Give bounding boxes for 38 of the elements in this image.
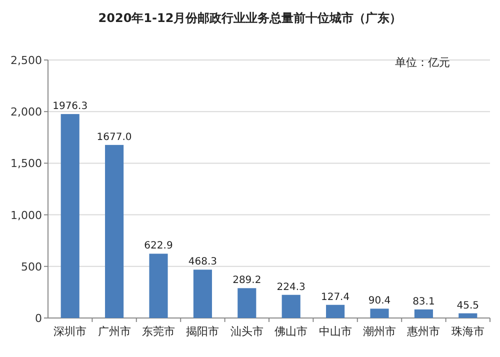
bar xyxy=(458,313,478,318)
chart-title: 2020年1-12月份邮政行业业务总量前十位城市（广东） xyxy=(98,11,402,25)
data-label: 1976.3 xyxy=(52,101,88,112)
bar xyxy=(238,288,256,318)
bar xyxy=(370,308,389,318)
x-tick-label: 汕头市 xyxy=(230,325,264,338)
data-label: 224.3 xyxy=(276,282,306,293)
y-tick-label: 0 xyxy=(35,312,42,325)
data-label: 90.4 xyxy=(368,296,391,307)
data-label: 468.3 xyxy=(188,256,218,268)
annotation: 单位：亿元 xyxy=(395,56,450,69)
y-tick-label: 1,000 xyxy=(10,208,42,222)
y-tick-label: 2,500 xyxy=(10,54,42,67)
x-tick-label: 惠州市 xyxy=(406,325,440,338)
data-label: 45.5 xyxy=(456,300,480,312)
bar xyxy=(60,114,80,318)
bar xyxy=(282,294,300,318)
data-label: 1677.0 xyxy=(96,132,132,143)
y-tick-label: 2,000 xyxy=(10,106,42,119)
data-label: 622.9 xyxy=(144,240,173,252)
y-tick-label: 500 xyxy=(21,260,42,274)
data-label: 127.4 xyxy=(320,292,350,303)
bar xyxy=(149,254,168,318)
bar xyxy=(105,144,124,318)
bar xyxy=(193,270,212,318)
x-tick-label: 广州市 xyxy=(98,325,131,338)
x-tick-label: 东莞市 xyxy=(142,325,175,338)
y-tick-label: 1,500 xyxy=(10,157,42,170)
x-tick-label: 珠海市 xyxy=(451,325,484,338)
x-tick-label: 潮州市 xyxy=(363,325,396,338)
x-tick-label: 深圳市 xyxy=(54,325,87,338)
x-tick-label: 佛山市 xyxy=(274,325,308,338)
x-tick-label: 揭阳市 xyxy=(186,325,220,338)
x-tick-label: 中山市 xyxy=(318,325,352,338)
bar xyxy=(414,309,433,318)
data-label: 83.1 xyxy=(412,296,435,308)
data-label: 289.2 xyxy=(232,275,262,286)
bar xyxy=(326,304,345,318)
